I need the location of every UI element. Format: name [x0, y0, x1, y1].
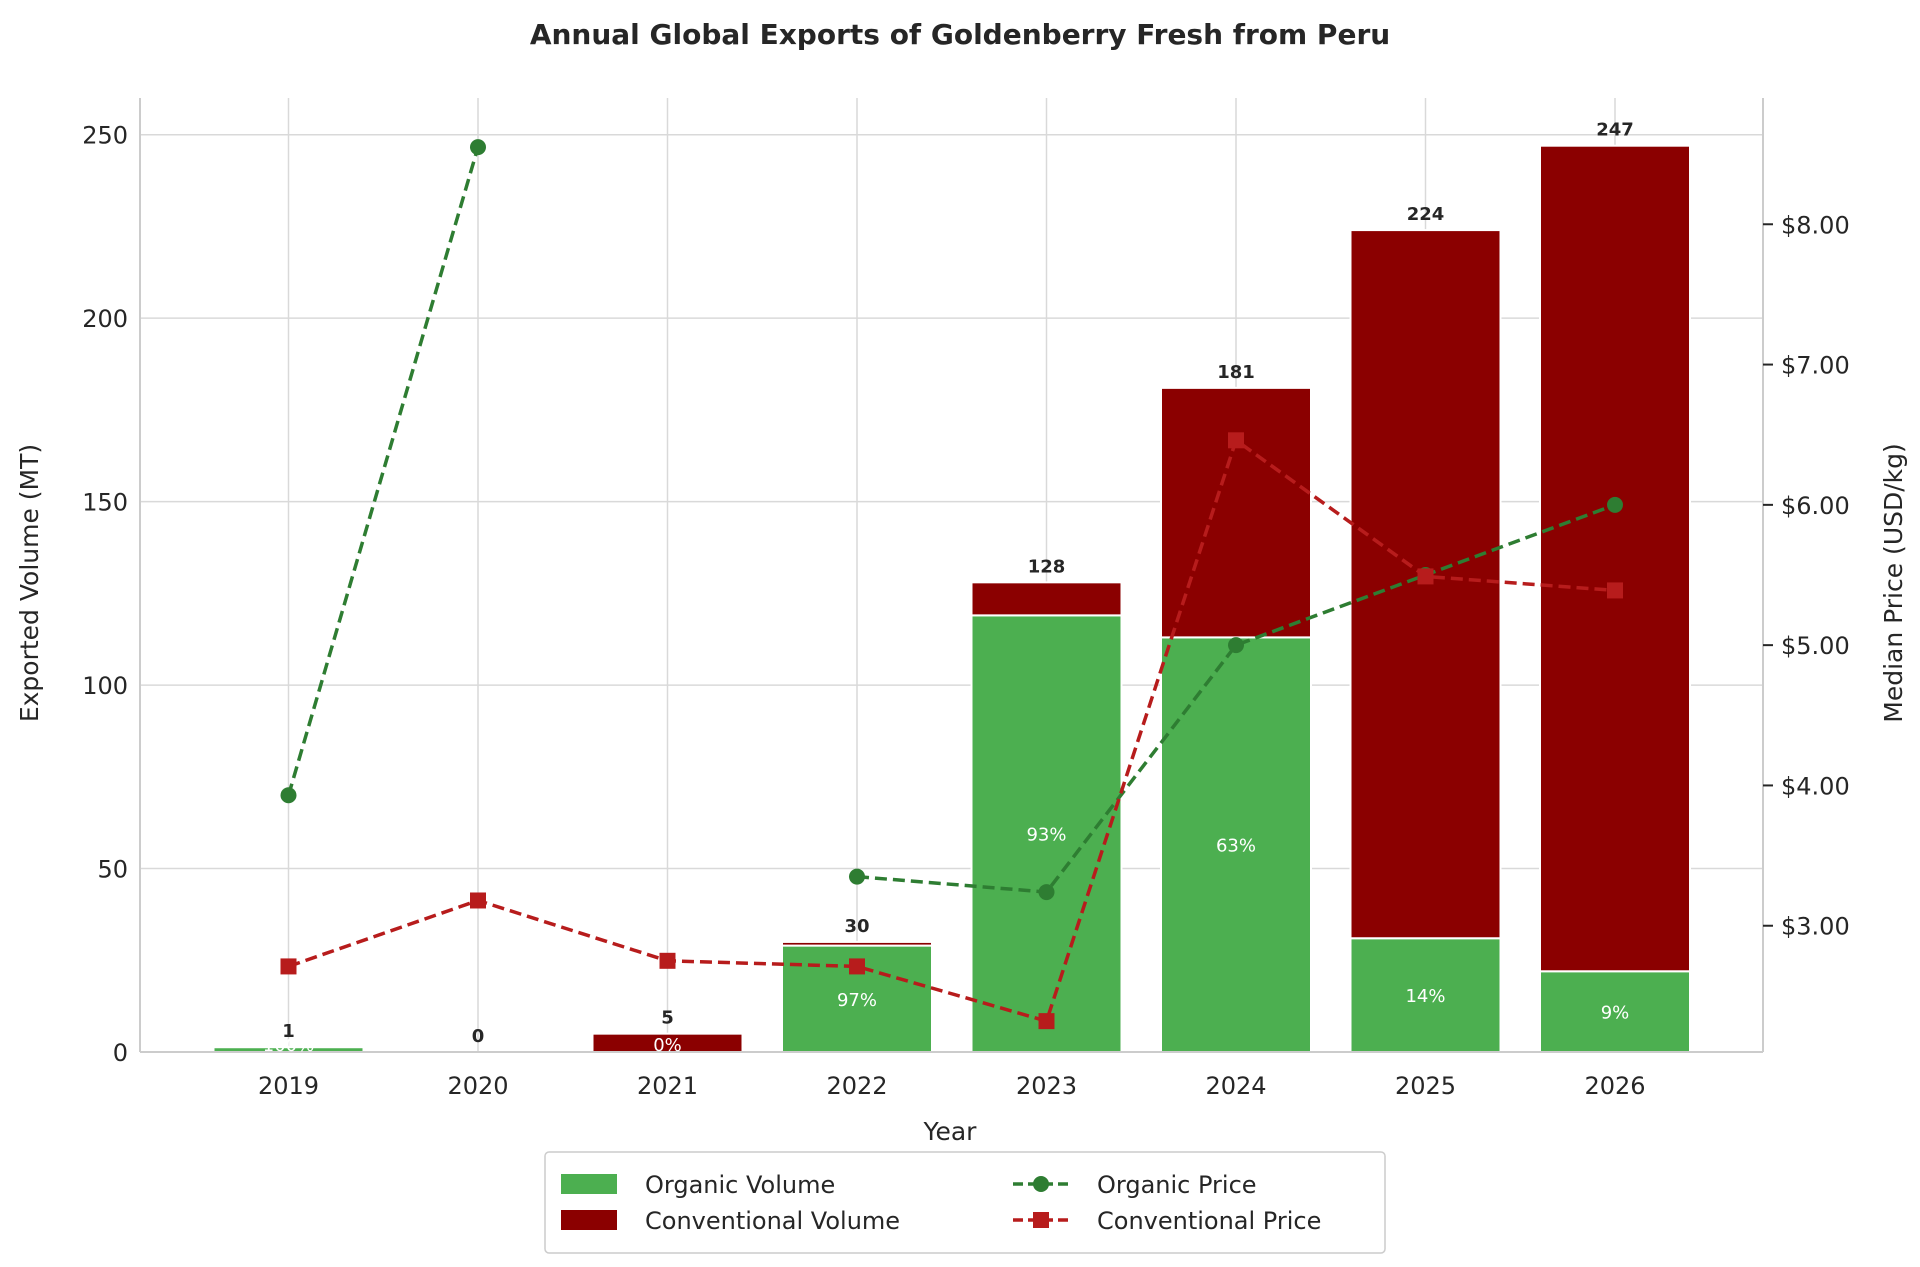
conventional-volume-legend-swatch — [561, 1210, 617, 1230]
conventional-price-point — [1228, 432, 1244, 449]
organic-volume-bar — [1539, 970, 1691, 1053]
y-tick-label: 50 — [97, 856, 128, 884]
legend-marker — [1033, 1212, 1049, 1228]
bar-total-label: 5 — [661, 1008, 674, 1029]
axes-spines — [139, 98, 1764, 1053]
y-tick-label: 250 — [82, 122, 128, 150]
organic-volume-legend-swatch — [561, 1174, 617, 1194]
y-tick-label: 0 — [113, 1039, 128, 1067]
bar-total-label: 224 — [1407, 204, 1445, 225]
x-tick-label: 2020 — [447, 1072, 508, 1100]
bar-total-label: 1 — [282, 1021, 295, 1042]
organic-share-label: 14% — [1405, 986, 1445, 1007]
x-tick-label: 2026 — [1584, 1072, 1645, 1100]
conventional-volume-bar — [781, 940, 933, 947]
x-tick-label: 2019 — [258, 1072, 319, 1100]
x-tick-label: 2022 — [826, 1072, 887, 1100]
x-tick-label: 2021 — [637, 1072, 698, 1100]
organic-price-point — [1038, 884, 1055, 901]
x-tick-label: 2025 — [1395, 1072, 1456, 1100]
organic-share-label: 63% — [1216, 836, 1256, 857]
y2-tick-label: $4.00 — [1781, 772, 1850, 800]
conventional-price-point — [1607, 582, 1623, 599]
bar-total-label: 30 — [844, 916, 869, 937]
organic-price-point — [470, 139, 486, 156]
organic-price-point — [1607, 496, 1623, 513]
y-tick-label: 100 — [82, 672, 128, 700]
x-axis-label: Year — [923, 1117, 978, 1146]
ticks: 050100150200250$3.00$4.00$5.00$6.00$7.00… — [82, 122, 1850, 1100]
y2-tick-label: $5.00 — [1781, 632, 1850, 660]
y2-tick-label: $3.00 — [1781, 913, 1850, 941]
organic-price-line — [856, 503, 1616, 894]
organic-share-label: 0% — [653, 1035, 682, 1056]
organic-price-point — [280, 787, 297, 804]
organic-price-point — [849, 868, 865, 885]
conventional-volume-bar — [970, 581, 1123, 617]
organic-share-label: 100% — [263, 1035, 314, 1056]
conventional-price-point — [280, 958, 297, 975]
legend-label: Organic Price — [1097, 1171, 1257, 1199]
conventional-price-point — [470, 892, 486, 909]
y2-tick-label: $6.00 — [1781, 492, 1850, 520]
legend-box — [544, 1151, 1386, 1254]
x-tick-label: 2024 — [1205, 1072, 1266, 1100]
y-tick-label: 150 — [82, 489, 128, 517]
conventional-price-point — [1417, 568, 1434, 585]
bar-total-label: 0 — [472, 1026, 485, 1047]
x-tick-label: 2023 — [1016, 1072, 1077, 1100]
y-axis-label: Exported Volume (MT) — [15, 444, 44, 722]
y-tick-label: 200 — [82, 305, 128, 333]
grid — [140, 98, 1763, 1053]
y2-axis-label: Median Price (USD/kg) — [1879, 443, 1908, 723]
chart-title: Annual Global Exports of Goldenberry Fre… — [530, 18, 1390, 51]
legend-marker — [1033, 1176, 1049, 1192]
bar-total-label: 128 — [1028, 556, 1066, 577]
conventional-price-point — [659, 952, 676, 969]
legend-label: Organic Volume — [645, 1171, 835, 1199]
organic-share-label: 9% — [1601, 1003, 1630, 1024]
bar-total-label: 247 — [1596, 120, 1634, 141]
organic-price-point — [1228, 637, 1244, 654]
conventional-volume-bar — [1539, 144, 1691, 973]
conventional-price-point — [1038, 1013, 1055, 1030]
conventional-price-point — [849, 958, 865, 975]
conventional-price-line — [287, 437, 1616, 1024]
organic-share-label: 97% — [837, 990, 877, 1011]
organic-price-line — [286, 146, 480, 796]
price-lines — [280, 139, 1623, 1030]
y2-tick-label: $8.00 — [1781, 211, 1850, 239]
y2-tick-label: $7.00 — [1781, 352, 1850, 380]
organic-share-label: 93% — [1026, 825, 1066, 846]
legend-label: Conventional Price — [1097, 1207, 1321, 1235]
organic-volume-bar — [1160, 636, 1312, 1054]
legend: Organic Volume Conventional Volume Organic… — [544, 1151, 1386, 1254]
bar-total-label: 181 — [1217, 362, 1255, 383]
legend-label: Conventional Volume — [645, 1207, 900, 1235]
